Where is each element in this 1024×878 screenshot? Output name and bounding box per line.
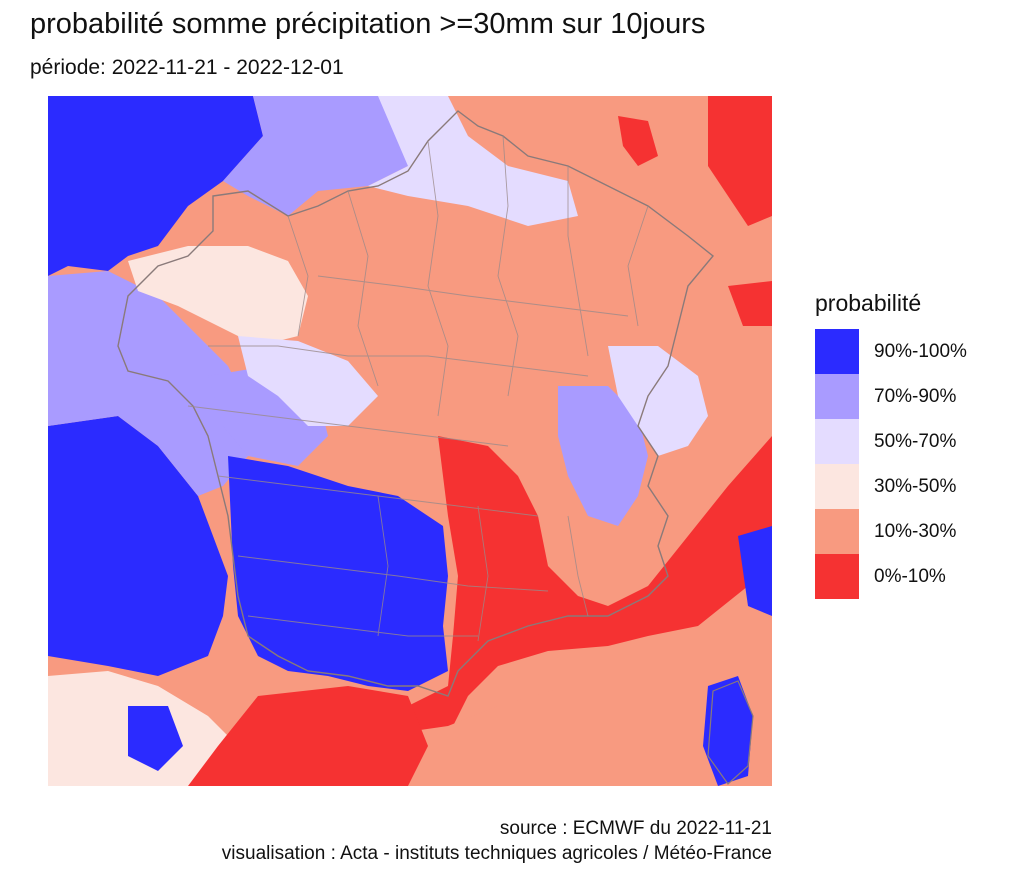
source-caption: source : ECMWF du 2022-11-21 (499, 818, 772, 839)
legend-item: 0%-10% (815, 554, 967, 599)
region-channel-mid (223, 96, 433, 216)
region-loire-light (238, 336, 378, 426)
legend-label: 50%-70% (874, 430, 957, 452)
legend-item: 50%-70% (815, 419, 967, 464)
legend-item: 70%-90% (815, 374, 967, 419)
region-rhone-red (348, 436, 772, 786)
region-channel-red (618, 116, 658, 166)
probability-map (48, 96, 772, 786)
legend-title: probabilité (815, 290, 922, 316)
legend-label: 0%-10% (874, 565, 946, 587)
map-title: probabilité somme précipitation >=30mm s… (30, 8, 706, 40)
region-alps-mid (558, 386, 648, 526)
region-alps-light (608, 346, 708, 456)
region-northeast-red (708, 96, 772, 226)
region-brittany-low (128, 246, 308, 346)
legend-item: 10%-30% (815, 509, 967, 554)
region-east-red (728, 281, 772, 326)
legend-item: 30%-50% (815, 464, 967, 509)
region-southwest-high (228, 456, 448, 691)
region-corsica-high (703, 676, 753, 786)
legend-label: 30%-50% (874, 475, 957, 497)
map-subtitle: période: 2022-11-21 - 2022-12-01 (30, 56, 344, 79)
france-boundary (117, 110, 714, 697)
legend-swatch (815, 419, 859, 464)
region-biscay-mid (48, 271, 248, 496)
region-spain-red (188, 686, 428, 786)
legend-swatch (815, 374, 859, 419)
legend-swatch (815, 554, 859, 599)
legend-label: 90%-100% (874, 340, 967, 362)
region-atlantic-high (48, 96, 263, 276)
region-atlantic-south-high (48, 416, 228, 676)
corsica-outline (707, 680, 754, 785)
department-lines (187, 135, 649, 642)
region-pyrenees-high (128, 706, 183, 771)
legend-swatch (815, 329, 859, 374)
legend-swatch (815, 464, 859, 509)
legend-item: 90%-100% (815, 329, 967, 374)
region-east-sea-high (738, 526, 772, 616)
region-med-low (348, 676, 772, 786)
legend-label: 10%-30% (874, 520, 957, 542)
legend-items: 90%-100% 70%-90% 50%-70% 30%-50% 10%-30% 0%-1… (815, 329, 967, 599)
legend-swatch (815, 509, 859, 554)
region-north-light (368, 96, 578, 226)
visualisation-caption: visualisation : Acta - instituts techniq… (221, 843, 772, 864)
legend: probabilité 90%-100% 70%-90% 50%-70% 30%-50… (815, 290, 967, 599)
legend-label: 70%-90% (874, 385, 957, 407)
